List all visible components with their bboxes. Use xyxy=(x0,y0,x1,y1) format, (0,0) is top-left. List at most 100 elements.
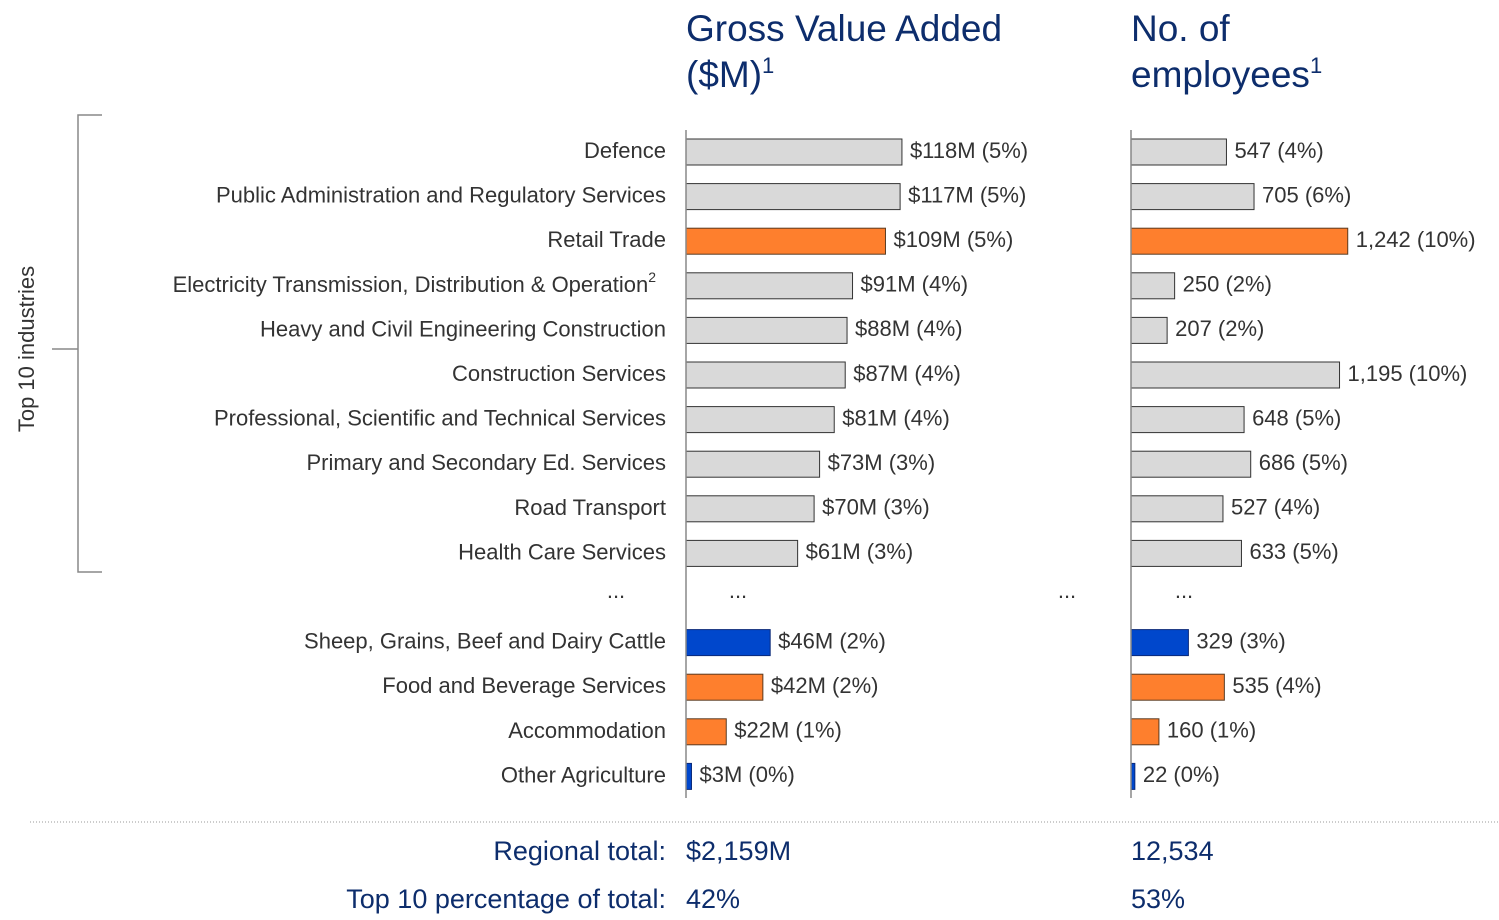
category-label: Construction Services xyxy=(452,361,666,386)
category-label: Road Transport xyxy=(514,495,666,520)
value-label: $91M (4%) xyxy=(861,272,969,297)
title-text: Gross Value Added ($M) xyxy=(686,8,1003,95)
bar xyxy=(685,450,821,478)
value-label: 329 (3%) xyxy=(1196,628,1285,653)
value-label: 1,195 (10%) xyxy=(1348,361,1468,386)
gap-mark: ... xyxy=(1058,578,1076,603)
category-label: Primary and Secondary Ed. Services xyxy=(307,450,667,475)
bar xyxy=(1130,227,1349,255)
bar xyxy=(685,718,727,746)
panel-title: No. of employees1 xyxy=(1131,6,1381,98)
total-label: Top 10 percentage of total: xyxy=(346,884,666,914)
value-label: 535 (4%) xyxy=(1232,673,1321,698)
total-value: $2,159M xyxy=(686,836,791,866)
category-label: Food and Beverage Services xyxy=(382,673,666,698)
value-label: 1,242 (10%) xyxy=(1356,227,1476,252)
bar xyxy=(1130,539,1242,567)
bar xyxy=(1130,272,1176,300)
category-text: Health Care Services xyxy=(458,539,666,564)
total-value: 53% xyxy=(1131,884,1185,914)
bar xyxy=(685,361,846,389)
bar xyxy=(685,227,886,255)
category-text: Road Transport xyxy=(514,495,666,520)
bar xyxy=(1130,629,1189,657)
value-label: $88M (4%) xyxy=(855,316,963,341)
category-label: Accommodation xyxy=(508,718,666,743)
value-label: 633 (5%) xyxy=(1249,539,1338,564)
bar xyxy=(685,762,692,790)
bar xyxy=(685,138,903,166)
category-text: Retail Trade xyxy=(547,227,666,252)
bar xyxy=(1130,183,1255,211)
category-text: Construction Services xyxy=(452,361,666,386)
category-label: Public Administration and Regulatory Ser… xyxy=(216,182,666,207)
bar xyxy=(685,539,799,567)
bar xyxy=(685,406,835,434)
category-label: Health Care Services xyxy=(458,539,666,564)
total-label: Regional total: xyxy=(493,836,666,866)
category-text: Professional, Scientific and Technical S… xyxy=(214,405,666,430)
category-text: Food and Beverage Services xyxy=(382,673,666,698)
value-label: $87M (4%) xyxy=(853,361,961,386)
value-label: 705 (6%) xyxy=(1262,182,1351,207)
value-label: $117M (5%) xyxy=(908,182,1026,207)
value-label: $73M (3%) xyxy=(828,450,936,475)
category-text: Primary and Secondary Ed. Services xyxy=(307,450,667,475)
bar xyxy=(1130,495,1224,523)
bar xyxy=(1130,361,1341,389)
category-label: Electricity Transmission, Distribution &… xyxy=(173,269,657,297)
gap-mark: ... xyxy=(729,578,747,603)
bar xyxy=(1130,138,1227,166)
category-text: Heavy and Civil Engineering Construction xyxy=(260,316,666,341)
value-label: $61M (3%) xyxy=(806,539,914,564)
category-label: Heavy and Civil Engineering Construction xyxy=(260,316,666,341)
panel-title: Gross Value Added ($M)1 xyxy=(686,6,1066,98)
bar xyxy=(685,183,901,211)
gap-mark: ... xyxy=(607,578,625,603)
bar xyxy=(1130,406,1245,434)
category-label: Defence xyxy=(584,138,666,163)
category-label: Other Agriculture xyxy=(501,762,666,787)
category-footnote: 2 xyxy=(648,269,656,285)
value-label: 686 (5%) xyxy=(1259,450,1348,475)
category-text: Accommodation xyxy=(508,718,666,743)
title-footnote: 1 xyxy=(1309,53,1323,78)
bar xyxy=(685,495,815,523)
category-label: Sheep, Grains, Beef and Dairy Cattle xyxy=(304,628,666,653)
group-bracket xyxy=(52,114,102,573)
group-label: Top 10 industries xyxy=(14,266,39,432)
category-text: Sheep, Grains, Beef and Dairy Cattle xyxy=(304,628,666,653)
bar xyxy=(685,629,771,657)
title-text: No. of employees xyxy=(1131,8,1310,95)
value-label: $22M (1%) xyxy=(734,718,842,743)
bar xyxy=(685,316,848,344)
value-label: 250 (2%) xyxy=(1183,272,1272,297)
title-footnote: 1 xyxy=(762,53,775,78)
bar xyxy=(1130,673,1225,701)
total-value: 12,534 xyxy=(1131,836,1214,866)
category-text: Defence xyxy=(584,138,666,163)
category-label: Retail Trade xyxy=(547,227,666,252)
value-label: $46M (2%) xyxy=(778,628,886,653)
value-label: $70M (3%) xyxy=(822,495,930,520)
total-value: 42% xyxy=(686,884,740,914)
bar xyxy=(1130,316,1168,344)
bar xyxy=(1130,450,1252,478)
value-label: 207 (2%) xyxy=(1175,316,1264,341)
gap-mark: ... xyxy=(1175,578,1193,603)
value-label: $3M (0%) xyxy=(699,762,794,787)
category-text: Public Administration and Regulatory Ser… xyxy=(216,182,666,207)
bar xyxy=(685,272,854,300)
value-label: $81M (4%) xyxy=(842,405,950,430)
value-label: 648 (5%) xyxy=(1252,405,1341,430)
value-label: 547 (4%) xyxy=(1234,138,1323,163)
value-label: 160 (1%) xyxy=(1167,718,1256,743)
category-text: Electricity Transmission, Distribution &… xyxy=(173,272,649,297)
bar xyxy=(1130,718,1160,746)
category-label: Professional, Scientific and Technical S… xyxy=(214,405,666,430)
value-label: 22 (0%) xyxy=(1143,762,1220,787)
category-text: Other Agriculture xyxy=(501,762,666,787)
value-label: $118M (5%) xyxy=(910,138,1028,163)
